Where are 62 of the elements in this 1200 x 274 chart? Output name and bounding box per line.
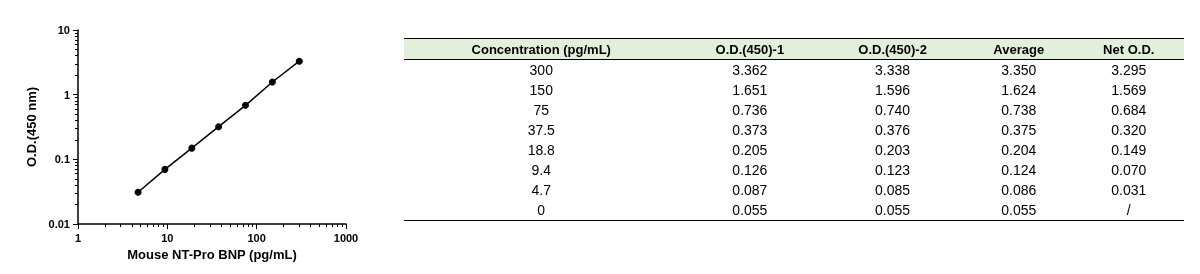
text: / [1125, 201, 1132, 220]
text: 3.338 [874, 61, 912, 80]
text: 0.204 [1000, 141, 1038, 160]
text: 18.8 [526, 141, 556, 160]
y-axis-title: O.D.(450 nm) [23, 86, 39, 168]
text: 0.736 [731, 101, 769, 120]
y-tick-label: 0.1 [54, 153, 70, 166]
text: 0.738 [1000, 101, 1038, 120]
text: 1.651 [731, 81, 769, 100]
text: 0.055 [1000, 201, 1038, 220]
text: 0.070 [1110, 161, 1148, 180]
x-tick-label: 10 [161, 231, 174, 244]
y-tick-label: 1 [63, 88, 70, 101]
y-tick-label: 10 [57, 24, 70, 36]
category-label: Average [992, 40, 1046, 59]
text: 0.123 [874, 161, 912, 180]
text: 0.320 [1110, 121, 1148, 140]
text: 0.376 [874, 121, 912, 140]
text: 0.205 [731, 141, 769, 160]
point [161, 165, 169, 173]
category-label: O.D.(450)-1 [714, 40, 786, 59]
text: 3.362 [731, 61, 769, 80]
text: 0.055 [731, 201, 769, 220]
point [268, 78, 276, 86]
x-tick-label: 1 [74, 231, 82, 244]
point [134, 188, 142, 196]
point [188, 144, 196, 152]
text: 0.375 [1000, 121, 1038, 140]
text: 0.087 [731, 181, 769, 200]
text: 0.373 [731, 121, 769, 140]
text: 0.149 [1110, 141, 1148, 160]
text: 3.350 [1000, 61, 1038, 80]
text: 0.124 [1000, 161, 1038, 180]
text: 0.055 [874, 201, 912, 220]
text: 0 [536, 201, 547, 220]
text: 1.596 [874, 81, 912, 100]
text: 3.295 [1110, 61, 1148, 80]
point [242, 101, 250, 109]
text: 75 [532, 101, 551, 120]
point [295, 57, 303, 65]
text: 9.4 [530, 161, 552, 180]
text: 0.085 [874, 181, 912, 200]
text: 0.203 [874, 141, 912, 160]
category-label: Net O.D. [1102, 40, 1156, 59]
text: 300 [528, 61, 554, 80]
x-tick-label: 1000 [333, 231, 359, 244]
category-label: O.D.(450)-2 [857, 40, 928, 59]
text: 0.031 [1110, 181, 1148, 200]
text: 37.5 [526, 121, 556, 140]
point [215, 123, 223, 131]
x-axis-title: Mouse NT-Pro BNP (pg/mL) [127, 246, 297, 262]
x-tick-label: 100 [247, 231, 266, 244]
text: 0.086 [1000, 181, 1038, 200]
category-label: Concentration (pg/mL) [470, 40, 612, 59]
text: 1.624 [1000, 81, 1038, 100]
y-tick-label: 0.01 [48, 218, 70, 230]
text: 0.740 [874, 101, 912, 120]
text: 0.684 [1110, 101, 1148, 120]
text: 150 [528, 81, 554, 100]
text: 4.7 [530, 181, 552, 200]
text: 0.126 [731, 161, 769, 180]
text: 1.569 [1110, 81, 1148, 100]
